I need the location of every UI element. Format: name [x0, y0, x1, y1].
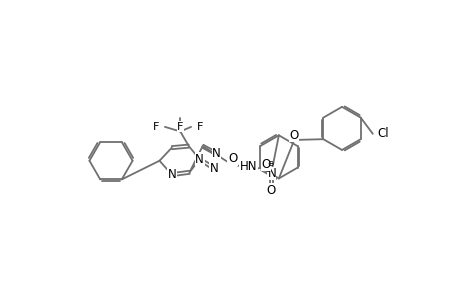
- Text: O: O: [289, 129, 298, 142]
- Text: HN: HN: [240, 160, 257, 173]
- Text: N: N: [267, 167, 276, 180]
- Text: N: N: [209, 162, 218, 175]
- Text: F: F: [197, 122, 203, 132]
- Text: F: F: [152, 122, 158, 132]
- Text: O: O: [261, 158, 270, 171]
- Text: $\oplus$: $\oplus$: [263, 166, 271, 175]
- Text: $\ominus$: $\ominus$: [266, 158, 274, 167]
- Text: Cl: Cl: [377, 127, 389, 140]
- Text: O: O: [228, 152, 237, 165]
- Text: F: F: [177, 122, 183, 132]
- Text: N: N: [212, 147, 220, 160]
- Text: N: N: [167, 168, 176, 181]
- Text: O: O: [266, 184, 275, 196]
- Text: N: N: [195, 153, 203, 166]
